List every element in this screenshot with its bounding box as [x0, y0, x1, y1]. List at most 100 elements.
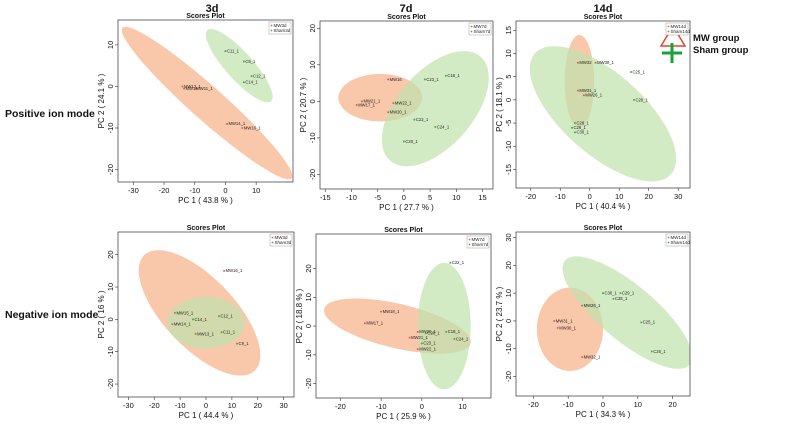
x-tick-label: 0	[204, 401, 208, 410]
y-axis-label: PC 2 ( 18.8 % )	[295, 288, 304, 343]
score-point	[453, 338, 456, 341]
mw-group-label: MW group	[693, 33, 740, 44]
panel-negative-3d: Scores Plot MW16_1 MW15_1 MW14_1 MW13_1 C12_1…	[97, 225, 295, 420]
plot-legend-box	[269, 233, 293, 247]
point-label: MW17_1	[358, 102, 375, 107]
plot-legend-marker	[271, 241, 274, 244]
score-point	[224, 50, 227, 53]
point-label: C18_1	[448, 329, 461, 334]
y-tick-label: 30	[504, 233, 513, 241]
point-label: C20_1	[427, 331, 440, 336]
score-point	[444, 74, 447, 77]
confidence-ellipse-sham	[205, 29, 273, 103]
x-tick-label: -20	[528, 400, 539, 409]
y-tick-label: -10	[304, 349, 313, 360]
y-tick-label: 0	[106, 317, 115, 321]
row-header-positive: Positive ion mode	[5, 108, 95, 120]
plot-legend-marker	[667, 236, 670, 239]
y-tick-label: 10	[106, 41, 115, 49]
plot-legend-box	[268, 21, 292, 35]
y-tick-label: -10	[308, 132, 317, 143]
score-point	[413, 118, 416, 121]
point-label: MW20_1	[419, 329, 436, 334]
point-label: C25_1	[633, 69, 646, 74]
plot-legend-entry: MW14d	[671, 24, 687, 29]
y-tick-label: 10	[504, 289, 513, 297]
x-tick-label: -30	[128, 186, 139, 195]
score-point	[602, 292, 604, 295]
score-point	[416, 348, 419, 351]
x-tick-label: -20	[525, 192, 536, 201]
point-label: MW14_1	[174, 322, 191, 327]
point-label: C22_1	[452, 260, 465, 265]
x-tick-label: -10	[555, 192, 566, 201]
point-label: C14_1	[195, 317, 208, 322]
x-axis-label: PC 1 ( 40.4 % )	[576, 202, 631, 211]
score-point	[236, 342, 239, 345]
point-label: MW17_1	[366, 321, 383, 326]
point-label: MW30_1	[597, 60, 614, 65]
y-tick-label: 20	[304, 264, 313, 272]
y-tick-label: -20	[504, 371, 513, 382]
x-tick-label: -10	[563, 400, 574, 409]
plot-legend-marker	[271, 236, 274, 239]
plot-legend-marker	[468, 238, 471, 241]
y-tick-label: 15	[504, 26, 513, 34]
y-tick-label: 0	[308, 99, 317, 103]
group-legend: MW group Sham group	[659, 24, 749, 63]
column-header-7d: 7d	[400, 3, 413, 15]
score-point	[573, 122, 576, 125]
plot-title: Scores Plot	[387, 14, 426, 21]
x-tick-label: 10	[228, 401, 236, 410]
y-tick-label: -10	[106, 346, 115, 357]
y-tick-label: 20	[308, 24, 317, 32]
confidence-ellipse-sham	[417, 262, 471, 390]
score-point	[553, 319, 556, 322]
point-label: MW16	[390, 77, 403, 82]
plot-frame	[515, 20, 691, 189]
x-tick-label: -10	[346, 193, 357, 202]
plot-title: Scores Plot	[584, 14, 623, 21]
x-tick-label: 5	[428, 193, 432, 202]
point-label: C9_1	[239, 341, 250, 346]
x-tick-label: -10	[175, 401, 186, 410]
x-tick-label: 20	[254, 401, 262, 410]
x-tick-label: 0	[601, 400, 605, 409]
y-tick-label: -5	[504, 120, 513, 127]
score-point	[576, 61, 579, 64]
point-label: C30_1	[605, 291, 618, 296]
plot-legend-marker	[667, 30, 670, 33]
score-point	[434, 125, 437, 128]
point-label: C12_1	[220, 314, 233, 319]
score-point	[571, 126, 574, 129]
point-label: MW13_1	[184, 84, 201, 89]
sham-group-label: Sham group	[693, 45, 749, 56]
score-point	[363, 322, 366, 325]
score-point	[193, 87, 196, 90]
y-tick-label: -10	[504, 343, 513, 354]
plot-legend-entry: MW3d	[274, 23, 287, 28]
score-point	[632, 98, 635, 101]
point-label: C28_1	[615, 296, 628, 301]
plot-frame	[315, 233, 492, 399]
plot-area: MW16_1 MW15_1 MW14_1 MW13_1 C12_1 C14_1 C11_1 C…	[138, 250, 261, 376]
score-point	[420, 342, 423, 345]
plot-title: Scores Plot	[584, 225, 623, 232]
plot-legend-entry: Sham3d	[275, 240, 292, 245]
point-label: MW21_1	[363, 99, 380, 104]
score-point	[416, 330, 419, 333]
confidence-ellipse-sham	[167, 296, 245, 349]
x-tick-label: 10	[452, 193, 460, 202]
y-tick-label: 0	[304, 324, 313, 328]
x-tick-label: 0	[223, 186, 227, 195]
point-label: MW32_1	[584, 354, 601, 359]
x-tick-label: -20	[149, 401, 160, 410]
y-axis-label: PC 2 ( 23.7 % )	[495, 286, 504, 341]
point-label: MW13_1	[197, 331, 214, 336]
